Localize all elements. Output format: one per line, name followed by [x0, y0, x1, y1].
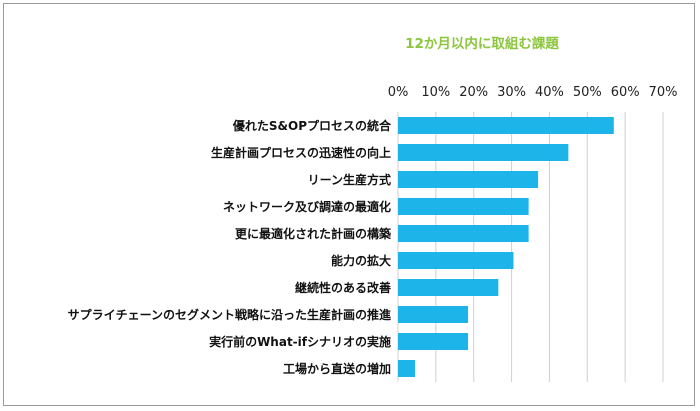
category-labels: 優れたS&OPプロセスの統合生産計画プロセスの迅速性の向上リーン生産方式ネットワ… — [68, 118, 392, 376]
bar — [398, 171, 539, 188]
x-tick-labels: 0% 10% 20% 30% 40% 50% 60% 70% — [388, 85, 678, 100]
bar — [398, 144, 569, 161]
x-tick-label: 70% — [649, 85, 678, 100]
bar — [398, 306, 469, 323]
category-label: 工場から直送の増加 — [283, 361, 391, 376]
category-label: 能力の拡大 — [331, 253, 391, 268]
x-tick-label: 30% — [497, 85, 526, 100]
bar — [398, 252, 514, 269]
category-label: 実行前のWhat-ifシナリオの実施 — [209, 334, 391, 349]
bar — [398, 198, 529, 215]
category-label: 継続性のある改善 — [295, 280, 391, 295]
chart-title: 12か月以内に取組む課題 — [405, 35, 559, 52]
category-label: サプライチェーンのセグメント戦略に沿った生産計画の推進 — [68, 307, 392, 322]
x-tick-label: 50% — [573, 85, 602, 100]
category-label: 優れたS&OPプロセスの統合 — [232, 118, 392, 133]
x-tick-label: 10% — [421, 85, 450, 100]
category-label: ネットワーク及び調達の最適化 — [223, 199, 391, 214]
category-label: 生産計画プロセスの迅速性の向上 — [211, 145, 391, 160]
category-label: 更に最適化された計画の構築 — [235, 226, 392, 241]
bar — [398, 333, 469, 350]
chart-frame — [3, 3, 695, 406]
x-tick-label: 40% — [535, 85, 564, 100]
bars — [398, 117, 614, 377]
bar — [398, 279, 499, 296]
x-tick-label: 0% — [388, 85, 409, 100]
x-tick-label: 20% — [459, 85, 488, 100]
category-label: リーン生産方式 — [308, 172, 391, 187]
bar — [398, 225, 529, 242]
bar — [398, 117, 614, 134]
x-tick-label: 60% — [611, 85, 640, 100]
bar — [398, 360, 416, 377]
